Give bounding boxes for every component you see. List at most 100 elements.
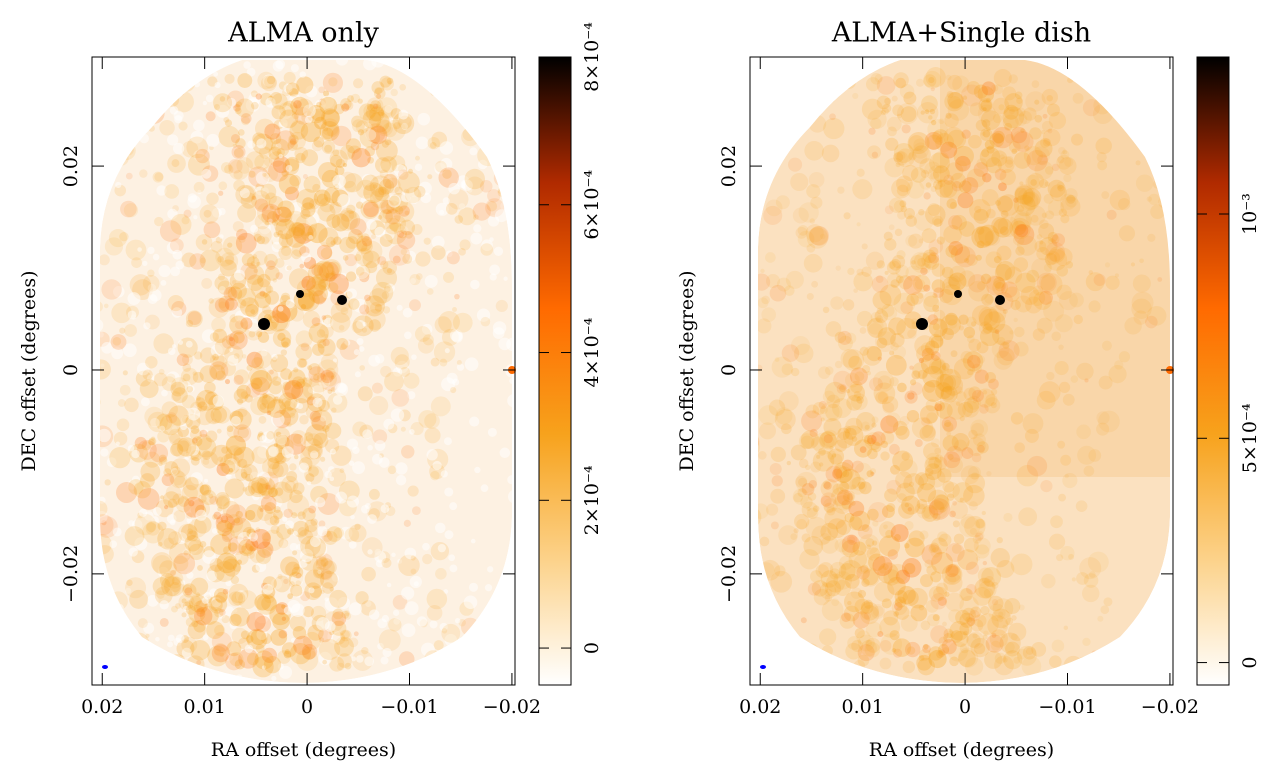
emission [942,647,949,654]
emission [295,98,314,117]
noise [167,208,178,220]
emission [320,569,332,581]
emission [1060,454,1072,466]
emission [848,355,863,370]
noise [397,558,403,564]
noise [197,62,207,72]
emission [751,398,758,405]
emission [407,485,419,497]
emission [769,463,782,476]
noise [509,377,512,385]
emission [172,387,188,404]
noise [496,60,504,64]
emission [194,405,215,426]
noise [235,590,248,602]
emission [857,634,875,652]
emission [240,630,250,640]
emission [145,356,158,369]
emission [311,317,321,327]
noise [268,218,273,224]
emission [955,401,961,406]
emission [850,500,856,506]
emission [185,310,203,328]
emission [178,594,195,611]
emission [908,233,924,249]
noise [383,418,395,430]
emission [893,151,909,166]
noise [225,473,232,480]
noise [221,496,235,510]
emission [820,522,839,541]
emission [973,162,989,177]
emission [202,458,210,465]
emission [196,396,201,401]
emission [216,428,222,434]
x-tick-label: −0.01 [1038,696,1096,718]
emission [195,592,201,598]
emission [219,96,226,102]
emission [905,215,917,227]
emission [941,639,957,655]
emission [287,131,306,150]
emission [965,616,973,624]
emission [159,617,169,627]
emission [384,119,406,141]
noise [186,517,192,524]
emission [165,93,180,108]
emission [181,394,196,409]
noise [353,349,360,356]
emission [467,118,475,126]
emission [928,357,947,376]
emission [234,320,244,330]
noise [155,636,160,642]
noise [387,194,401,208]
noise [234,310,248,323]
noise [306,275,313,282]
emission [236,157,253,174]
emission [833,465,848,479]
emission [842,494,850,501]
emission [975,388,996,408]
emission [988,603,1006,621]
emission [948,96,962,110]
emission [243,466,252,476]
emission [65,647,80,662]
emission [819,533,831,545]
emission [260,495,277,511]
noise [105,80,118,94]
emission [302,646,316,660]
emission [166,412,178,424]
emission [473,214,479,221]
emission [1046,371,1055,381]
emission [196,389,217,411]
emission [281,475,299,494]
emission [248,366,268,386]
emission [1145,315,1158,329]
emission [1009,330,1014,335]
emission [1077,445,1097,465]
emission [986,126,991,132]
emission [279,102,294,117]
noise [243,61,251,69]
emission [924,463,942,481]
emission [930,86,935,92]
emission [374,87,383,95]
emission [875,315,884,323]
emission [939,288,954,304]
emission [245,304,259,318]
emission [1095,137,1112,155]
emission [984,139,995,150]
emission [801,410,823,432]
emission [1054,247,1073,266]
emission [291,249,302,260]
emission [442,169,452,179]
emission [108,229,128,248]
emission [795,471,817,494]
emission [348,298,360,310]
emission [894,228,903,237]
emission [382,173,398,189]
emission [181,636,198,653]
emission [836,383,847,394]
emission [955,386,963,395]
